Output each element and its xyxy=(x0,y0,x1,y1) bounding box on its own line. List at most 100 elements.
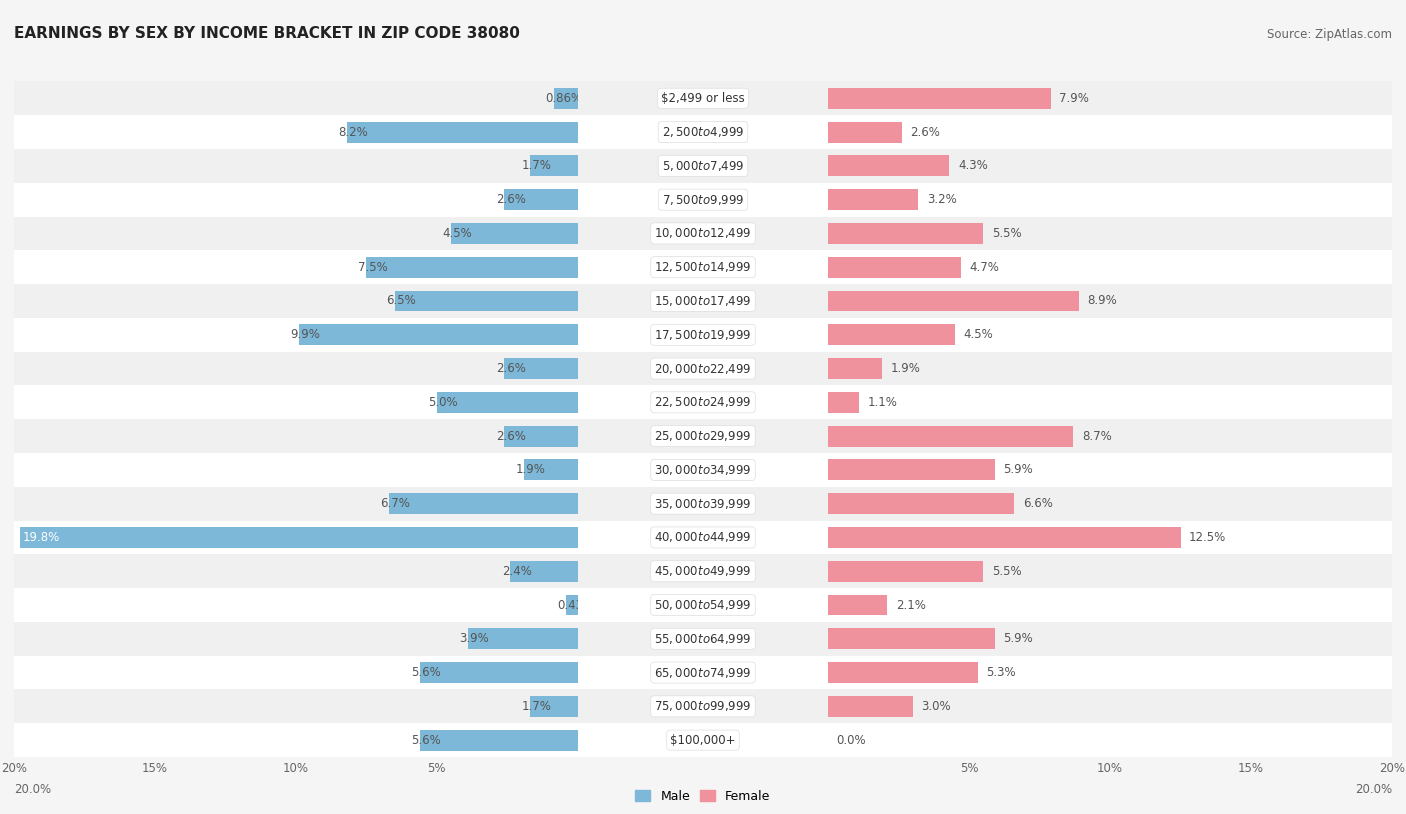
Bar xyxy=(347,121,578,142)
Text: $75,000 to $99,999: $75,000 to $99,999 xyxy=(654,699,752,713)
Text: 5.5%: 5.5% xyxy=(991,565,1021,578)
Bar xyxy=(828,115,1392,149)
Text: $30,000 to $34,999: $30,000 to $34,999 xyxy=(654,463,752,477)
Bar xyxy=(828,392,859,413)
Text: 8.2%: 8.2% xyxy=(339,125,368,138)
Bar xyxy=(578,453,828,487)
Text: 12.5%: 12.5% xyxy=(1189,531,1226,544)
Bar xyxy=(828,527,1181,548)
Text: $50,000 to $54,999: $50,000 to $54,999 xyxy=(654,598,752,612)
Text: 7.5%: 7.5% xyxy=(359,260,388,274)
Text: 5.6%: 5.6% xyxy=(412,666,441,679)
Text: 2.4%: 2.4% xyxy=(502,565,531,578)
Bar xyxy=(578,588,828,622)
Text: $25,000 to $29,999: $25,000 to $29,999 xyxy=(654,429,752,443)
Bar xyxy=(298,324,578,345)
Bar xyxy=(578,554,828,588)
Bar xyxy=(451,223,578,244)
Bar xyxy=(554,88,578,109)
Bar xyxy=(578,385,828,419)
Bar xyxy=(565,594,578,615)
Bar xyxy=(14,487,578,521)
Bar xyxy=(14,217,578,251)
Bar xyxy=(524,459,578,480)
Text: 5.0%: 5.0% xyxy=(429,396,458,409)
Text: $45,000 to $49,999: $45,000 to $49,999 xyxy=(654,564,752,578)
Text: 5.9%: 5.9% xyxy=(1002,463,1033,476)
Text: 6.7%: 6.7% xyxy=(381,497,411,510)
Text: $7,500 to $9,999: $7,500 to $9,999 xyxy=(662,193,744,207)
Text: $40,000 to $44,999: $40,000 to $44,999 xyxy=(654,531,752,545)
Bar xyxy=(828,656,1392,689)
Text: 1.7%: 1.7% xyxy=(522,700,551,713)
Bar xyxy=(578,352,828,386)
Text: 1.9%: 1.9% xyxy=(890,362,920,375)
Bar xyxy=(828,217,1392,251)
Bar xyxy=(14,250,578,284)
Text: $5,000 to $7,499: $5,000 to $7,499 xyxy=(662,159,744,173)
Text: $15,000 to $17,499: $15,000 to $17,499 xyxy=(654,294,752,308)
Bar xyxy=(437,392,578,413)
Text: 4.7%: 4.7% xyxy=(969,260,1000,274)
Bar xyxy=(367,256,578,278)
Bar xyxy=(395,291,578,312)
Bar xyxy=(828,696,912,717)
Text: 0.0%: 0.0% xyxy=(837,733,866,746)
Bar xyxy=(468,628,578,650)
Text: 6.5%: 6.5% xyxy=(387,295,416,308)
Bar xyxy=(420,662,578,683)
Bar xyxy=(828,561,983,582)
Bar xyxy=(14,419,578,453)
Bar xyxy=(578,656,828,689)
Bar xyxy=(828,250,1392,284)
Bar xyxy=(578,689,828,724)
Bar xyxy=(578,317,828,352)
Text: Source: ZipAtlas.com: Source: ZipAtlas.com xyxy=(1267,28,1392,41)
Text: 9.9%: 9.9% xyxy=(290,328,321,341)
Bar xyxy=(14,385,578,419)
Text: 4.5%: 4.5% xyxy=(963,328,993,341)
Bar xyxy=(14,317,578,352)
Bar xyxy=(828,352,1392,386)
Bar xyxy=(14,724,578,757)
Bar xyxy=(828,554,1392,588)
Bar xyxy=(828,594,887,615)
Bar xyxy=(505,189,578,210)
Bar xyxy=(14,656,578,689)
Text: 2.6%: 2.6% xyxy=(496,193,526,206)
Text: 8.7%: 8.7% xyxy=(1083,430,1112,443)
Bar xyxy=(828,149,1392,182)
Text: $22,500 to $24,999: $22,500 to $24,999 xyxy=(654,396,752,409)
Text: $2,499 or less: $2,499 or less xyxy=(661,92,745,105)
Bar xyxy=(828,324,955,345)
Bar xyxy=(14,622,578,656)
Bar xyxy=(578,521,828,554)
Bar xyxy=(14,115,578,149)
Bar xyxy=(828,358,882,379)
Bar xyxy=(14,352,578,386)
Bar xyxy=(828,189,918,210)
Bar xyxy=(530,696,578,717)
Text: EARNINGS BY SEX BY INCOME BRACKET IN ZIP CODE 38080: EARNINGS BY SEX BY INCOME BRACKET IN ZIP… xyxy=(14,26,520,41)
Text: $20,000 to $22,499: $20,000 to $22,499 xyxy=(654,361,752,375)
Bar xyxy=(20,527,578,548)
Text: 5.5%: 5.5% xyxy=(991,227,1021,240)
Bar xyxy=(828,453,1392,487)
Bar xyxy=(578,487,828,521)
Bar xyxy=(828,284,1392,317)
Bar xyxy=(828,426,1073,447)
Text: 5.6%: 5.6% xyxy=(412,733,441,746)
Bar xyxy=(420,729,578,751)
Bar xyxy=(505,358,578,379)
Bar xyxy=(578,81,828,115)
Text: $35,000 to $39,999: $35,000 to $39,999 xyxy=(654,497,752,510)
Text: 4.5%: 4.5% xyxy=(443,227,472,240)
Bar xyxy=(828,493,1014,514)
Bar xyxy=(578,115,828,149)
Bar xyxy=(828,88,1050,109)
Text: 19.8%: 19.8% xyxy=(22,531,60,544)
Text: $12,500 to $14,999: $12,500 to $14,999 xyxy=(654,260,752,274)
Text: 1.7%: 1.7% xyxy=(522,160,551,173)
Bar xyxy=(578,284,828,317)
Bar xyxy=(14,453,578,487)
